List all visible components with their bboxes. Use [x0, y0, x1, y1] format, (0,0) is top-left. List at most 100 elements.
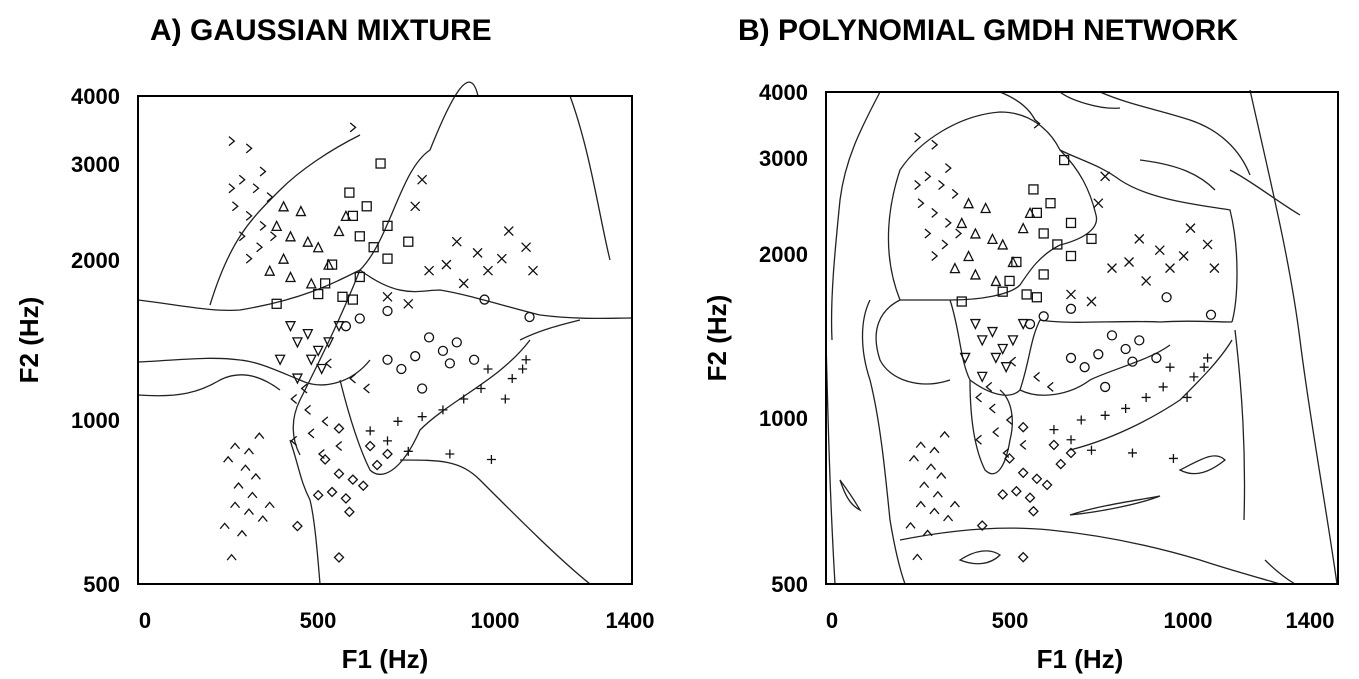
data-point-circle: [1065, 303, 1077, 314]
data-point-gt: [245, 210, 253, 221]
data-point-circle: [1205, 309, 1217, 320]
data-point-lt: [304, 404, 311, 415]
boundary-line: [875, 299, 951, 385]
data-point-x: [1209, 263, 1220, 274]
data-point-triangle: [986, 232, 999, 245]
boundary-line: [1249, 89, 1338, 585]
data-point-circle: [1127, 356, 1138, 367]
data-point-hat: [243, 508, 254, 515]
data-point-hat: [936, 472, 947, 479]
data-point-lt: [1009, 356, 1017, 367]
data-point-inv-triangle: [323, 337, 335, 349]
data-point-inv-triangle: [1017, 318, 1029, 331]
data-point-triangle: [969, 227, 981, 239]
data-point-gt: [238, 231, 246, 242]
data-point-lt: [290, 435, 298, 446]
data-point-x: [1093, 198, 1104, 209]
data-point-square: [1021, 289, 1032, 300]
data-point-gt: [941, 239, 949, 250]
data-point-inv-triangle: [291, 337, 303, 349]
data-point-gt: [238, 174, 246, 185]
data-point-gt: [259, 220, 267, 231]
data-point-diamond: [364, 440, 376, 452]
data-point-x: [441, 259, 452, 270]
data-point-inv-triangle: [976, 335, 988, 347]
data-point-gt: [924, 171, 932, 182]
data-point-inv-triangle: [990, 352, 1002, 364]
data-point-hat: [230, 442, 241, 450]
data-point-hat: [919, 481, 930, 489]
data-point-triangle: [997, 238, 1009, 250]
data-point-triangle: [990, 274, 1002, 287]
boundary-line: [825, 339, 836, 585]
boundary-line: [339, 339, 531, 475]
data-point-triangle: [323, 258, 335, 270]
data-point-circle: [1161, 292, 1172, 303]
data-point-square: [1038, 228, 1049, 239]
data-point-inv-triangle: [305, 354, 317, 366]
data-point-gt: [1033, 118, 1041, 129]
data-point-inv-triangle: [969, 318, 981, 331]
x-tick-label: 500: [300, 608, 337, 633]
data-point-square: [1065, 250, 1077, 262]
data-point-plus: [403, 446, 413, 456]
data-point-hat: [240, 464, 251, 472]
y-tick-label: 2000: [71, 248, 120, 273]
y-tick-label: 500: [83, 572, 120, 597]
y-tick-label: 2000: [759, 242, 808, 267]
data-point-x: [472, 247, 483, 258]
data-point-hat: [226, 553, 237, 561]
data-point-hat: [264, 501, 275, 509]
data-point-square: [361, 201, 372, 212]
data-point-triangle: [264, 264, 276, 276]
data-point-gt: [944, 217, 952, 228]
data-point-square: [1086, 233, 1097, 245]
data-point-circle: [382, 354, 393, 365]
data-point-diamond: [1004, 453, 1015, 464]
data-point-diamond: [1017, 467, 1029, 479]
data-point-plus: [1121, 403, 1131, 413]
data-point-diamond: [347, 474, 359, 486]
data-point-square: [354, 231, 365, 242]
data-point-diamond: [319, 454, 331, 465]
data-point-plus: [1086, 445, 1096, 455]
data-point-lt: [290, 393, 298, 404]
data-point-hat: [926, 463, 937, 471]
data-point-x: [1066, 289, 1076, 300]
data-point-x: [483, 265, 493, 276]
data-point-square: [354, 271, 365, 283]
data-point-x: [1100, 171, 1111, 182]
data-point-triangle: [949, 262, 961, 274]
data-point-square: [271, 298, 282, 309]
boundary-line: [999, 91, 1036, 121]
y-tick-label: 1000: [71, 408, 120, 433]
data-point-hat: [949, 500, 960, 508]
data-point-diamond: [1048, 439, 1060, 451]
panel-b-ticks: 0 500 1000 1400 500 1000 2000 3000 4000: [759, 80, 1334, 633]
data-point-gt: [931, 139, 939, 150]
boundary-line: [137, 81, 479, 311]
y-tick-label: 500: [771, 572, 808, 597]
data-point-diamond: [1017, 551, 1029, 563]
panel-b-decision-boundaries: [825, 89, 1338, 585]
boundary-line: [899, 527, 1281, 585]
data-point-hat: [915, 441, 926, 449]
data-point-lt: [349, 373, 356, 384]
data-point-plus: [1141, 392, 1151, 402]
data-point-hat: [932, 490, 943, 498]
data-point-triangle: [1024, 206, 1036, 219]
data-point-circle: [451, 337, 462, 348]
data-point-x: [528, 265, 538, 276]
data-point-inv-triangle: [997, 343, 1009, 355]
data-point-plus: [1199, 362, 1209, 372]
data-point-circle: [1093, 349, 1104, 360]
data-point-gt: [924, 228, 932, 239]
data-point-plus: [1100, 410, 1110, 420]
data-point-x: [1178, 251, 1189, 261]
data-point-square: [337, 291, 348, 302]
data-point-triangle: [1017, 222, 1029, 234]
x-tick-label: 1000: [471, 608, 520, 633]
data-point-gt: [228, 136, 236, 147]
data-point-square: [1059, 154, 1070, 166]
data-point-diamond: [371, 459, 383, 471]
